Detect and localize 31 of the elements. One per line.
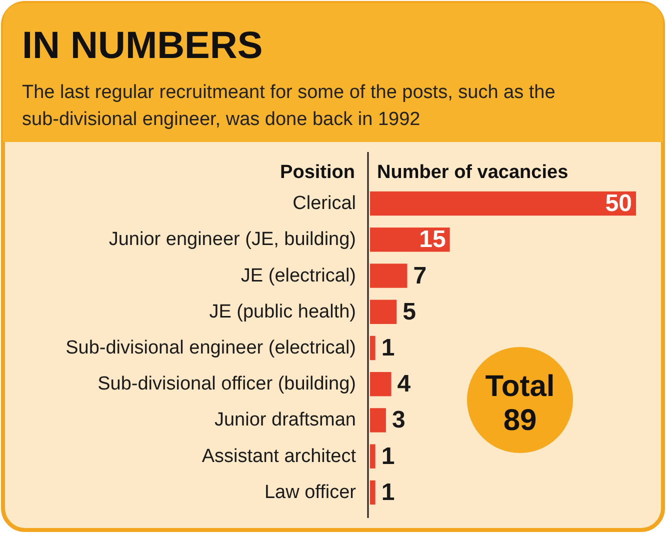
y-tick-label: Sub-divisional engineer (electrical) — [66, 338, 356, 358]
data-label: 1 — [381, 334, 395, 362]
bar — [370, 480, 376, 505]
bar — [370, 336, 376, 360]
annotation: Total 89 — [485, 370, 555, 437]
data-label: 1 — [381, 478, 395, 506]
y-tick-label: Law officer — [264, 482, 357, 503]
chart-subtitle: The last regular recruitmeant for some of the posts, such as the sub-divisional engineer, was done back in 1992 — [22, 82, 556, 130]
data-label: 15 — [419, 226, 446, 254]
data-label: 1 — [381, 442, 395, 470]
bar — [370, 444, 376, 468]
y-axis-title: Position — [280, 162, 355, 183]
bar — [370, 191, 636, 216]
y-tick-label: Sub-divisional officer (building) — [98, 374, 356, 395]
bar — [370, 264, 408, 288]
data-label: 3 — [392, 406, 406, 434]
bar — [370, 372, 392, 396]
x-axis-title: Number of vacancies — [377, 162, 568, 183]
y-tick-label: JE (electrical) — [240, 265, 356, 286]
y-tick-label: Clerical — [292, 193, 356, 214]
y-tick-label: Junior engineer (JE, building) — [108, 229, 356, 250]
y-tick-label: Assistant architect — [202, 446, 357, 467]
data-label: 50 — [605, 190, 632, 218]
y-tick-label: JE (public health) — [209, 301, 356, 322]
y-tick-label: Junior draftsman — [214, 410, 356, 431]
data-label: 5 — [402, 298, 416, 326]
bar — [370, 300, 397, 324]
bar — [370, 408, 386, 432]
chart-title: IN NUMBERS — [22, 25, 263, 67]
data-label: 7 — [413, 262, 427, 290]
data-label: 4 — [397, 370, 412, 398]
